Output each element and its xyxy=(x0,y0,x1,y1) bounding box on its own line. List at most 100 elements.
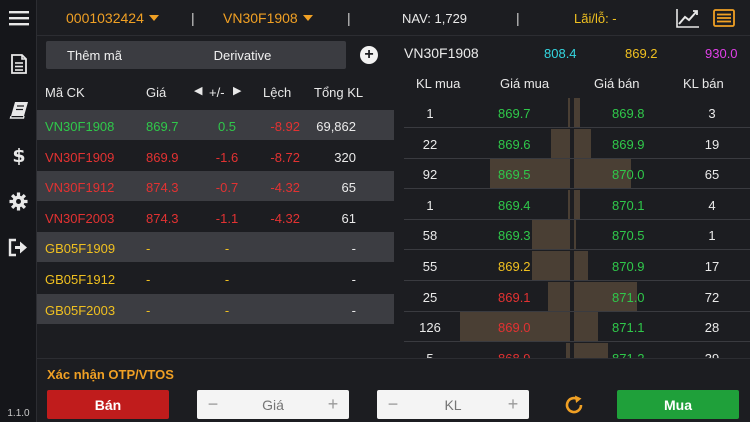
buy-button[interactable]: Mua xyxy=(617,390,739,419)
watchlist-cell-diff: -8.92 xyxy=(270,119,300,134)
app-version: 1.1.0 xyxy=(7,408,30,419)
watchlist-cell-volume: 61 xyxy=(341,210,356,226)
watchlist-cell-diff: -8.72 xyxy=(270,149,300,165)
symbol-name: VN30F1908 xyxy=(223,10,298,26)
orderbook-cell-bid-vol: 22 xyxy=(422,136,438,152)
chevron-down-icon xyxy=(148,15,159,21)
watchlist-cell-diff: -4.32 xyxy=(270,210,300,226)
orderbook-row[interactable]: 58 869.3 870.5 1 xyxy=(404,220,750,251)
orderbook-cell-ask: 870.9 xyxy=(612,259,645,274)
watchlist-row[interactable]: VN30F1909 869.9 -1.6 -8.72 320 xyxy=(37,141,394,171)
watchlist-cell-volume: - xyxy=(351,241,356,257)
order-entry: Xác nhận OTP/VTOS Bán − + − + Mua xyxy=(37,358,750,422)
ask-depth-bar xyxy=(574,98,580,127)
col-diff: Lệch xyxy=(263,85,292,100)
watchlist-cell-price: 869.9 xyxy=(146,149,179,165)
otp-confirm-link[interactable]: Xác nhận OTP/VTOS xyxy=(47,367,174,382)
col-ask-volume: KL bán xyxy=(683,76,724,91)
account-selector[interactable]: 0001032424 xyxy=(66,10,159,26)
orderbook-cell-ask: 871.0 xyxy=(612,289,645,305)
orderbook-row[interactable]: 92 869.5 870.0 65 xyxy=(404,159,750,190)
chart-line-icon[interactable] xyxy=(676,8,700,33)
gear-icon[interactable] xyxy=(8,191,29,212)
orderbook-cell-bid: 869.6 xyxy=(498,136,531,152)
col-volume: Tổng KL xyxy=(314,85,364,100)
divider: | xyxy=(347,10,351,26)
watchlist-cell-price: 874.3 xyxy=(146,180,179,196)
orderbook-cell-ask-vol: 72 xyxy=(704,289,720,305)
ask-depth-bar xyxy=(574,251,589,280)
price-decrement-button[interactable]: − xyxy=(207,394,219,414)
refresh-icon[interactable] xyxy=(563,394,585,416)
orderbook-cell-ask: 869.8 xyxy=(612,106,645,121)
price-increment-button[interactable]: + xyxy=(327,394,339,414)
watchlist-row[interactable]: VN30F2003 874.3 -1.1 -4.32 61 xyxy=(37,202,394,232)
watchlist-row[interactable]: GB05F1912 - - - xyxy=(37,263,394,293)
quantity-decrement-button[interactable]: − xyxy=(387,394,399,414)
bid-depth-bar xyxy=(567,189,570,219)
orderbook-cell-bid: 869.5 xyxy=(498,167,531,183)
col-bid-volume: KL mua xyxy=(416,76,461,91)
orderbook-row[interactable]: 1 869.4 870.1 4 xyxy=(404,189,750,220)
bid-depth-bar xyxy=(551,128,570,158)
caret-left-icon[interactable]: ◀ xyxy=(194,85,203,97)
watchlist-panel: Thêm mã Derivative + Mã CK Giá ◀ +/- ▶ L… xyxy=(37,36,394,358)
orderbook-cell-bid: 869.0 xyxy=(498,320,531,336)
chevron-down-icon xyxy=(302,15,313,21)
derivative-tab[interactable]: Derivative xyxy=(139,41,346,69)
list-icon[interactable] xyxy=(713,9,735,32)
orderbook-cell-ask: 870.0 xyxy=(612,167,645,183)
orderbook-cell-bid-vol: 92 xyxy=(422,167,438,183)
ask-depth-bar xyxy=(574,159,632,189)
top-bar: 0001032424 | VN30F1908 | NAV: 1,729 | Lã… xyxy=(37,0,750,36)
caret-right-icon[interactable]: ▶ xyxy=(233,85,242,97)
orderbook-cell-bid: 869.7 xyxy=(498,106,531,121)
orderbook-row[interactable]: 126 869.0 871.1 28 xyxy=(404,312,750,343)
book-icon[interactable] xyxy=(8,99,29,120)
watchlist-cell-change: 0.5 xyxy=(217,119,237,134)
document-icon[interactable] xyxy=(8,53,29,74)
watchlist-row[interactable]: VN30F1912 874.3 -0.7 -4.32 65 xyxy=(37,171,394,202)
col-code: Mã CK xyxy=(45,85,85,100)
watchlist-cell-price: - xyxy=(146,302,151,318)
watchlist-cell-volume: 69,862 xyxy=(316,119,356,134)
watchlist-cell-change: - xyxy=(224,241,230,257)
watchlist-row[interactable]: VN30F1908 869.7 0.5 -8.92 69,862 xyxy=(37,110,394,140)
watchlist-cell-volume: - xyxy=(351,302,356,318)
watchlist-cell-change: -1.6 xyxy=(215,149,239,165)
orderbook-cell-ask-vol: 39 xyxy=(692,351,732,358)
watchlist-row[interactable]: GB05F1909 - - - xyxy=(37,232,394,263)
add-symbol-button[interactable]: Thêm mã xyxy=(46,41,143,69)
ceiling-price: 930.0 xyxy=(705,46,738,61)
hamburger-icon[interactable] xyxy=(8,7,29,28)
orderbook-cell-ask-vol: 65 xyxy=(704,167,720,183)
orderbook-row[interactable]: 25 869.1 871.0 72 xyxy=(404,281,750,312)
quantity-input[interactable] xyxy=(407,394,499,415)
orderbook-cell-ask-vol: 3 xyxy=(708,106,716,121)
orderbook-row[interactable]: 22 869.6 869.9 19 xyxy=(404,128,750,159)
logout-icon[interactable] xyxy=(8,237,29,258)
watchlist-row[interactable]: GB05F2003 - - - xyxy=(37,293,394,324)
quantity-increment-button[interactable]: + xyxy=(507,394,519,414)
symbol-selector[interactable]: VN30F1908 xyxy=(223,10,313,26)
sell-button[interactable]: Bán xyxy=(47,390,169,419)
orderbook-cell-bid-vol: 1 xyxy=(426,197,434,213)
svg-text:$: $ xyxy=(12,145,25,166)
orderbook-cell-bid: 869.1 xyxy=(498,289,531,305)
orderbook-cell-bid: 869.2 xyxy=(498,259,531,274)
orderbook-cell-ask: 870.1 xyxy=(612,197,645,213)
orderbook-row[interactable]: 55 869.2 870.9 17 xyxy=(404,251,750,281)
price-input[interactable] xyxy=(227,394,319,415)
orderbook-cell-ask: 869.9 xyxy=(612,136,645,152)
ask-depth-bar xyxy=(574,220,577,250)
dollar-icon[interactable]: $ xyxy=(8,145,29,166)
orderbook-symbol: VN30F1908 xyxy=(404,45,479,61)
orderbook-cell-bid-vol: 58 xyxy=(422,228,438,244)
bid-depth-bar xyxy=(567,98,570,127)
orderbook-row[interactable]: 5 868.9 871.2 39 xyxy=(404,342,750,358)
add-icon[interactable]: + xyxy=(360,46,378,64)
orderbook-row[interactable]: 1 869.7 869.8 3 xyxy=(404,98,750,128)
watchlist-cell-volume: 65 xyxy=(341,180,356,196)
bid-depth-bar xyxy=(548,281,570,311)
orderbook-cell-ask-vol: 19 xyxy=(704,136,720,152)
